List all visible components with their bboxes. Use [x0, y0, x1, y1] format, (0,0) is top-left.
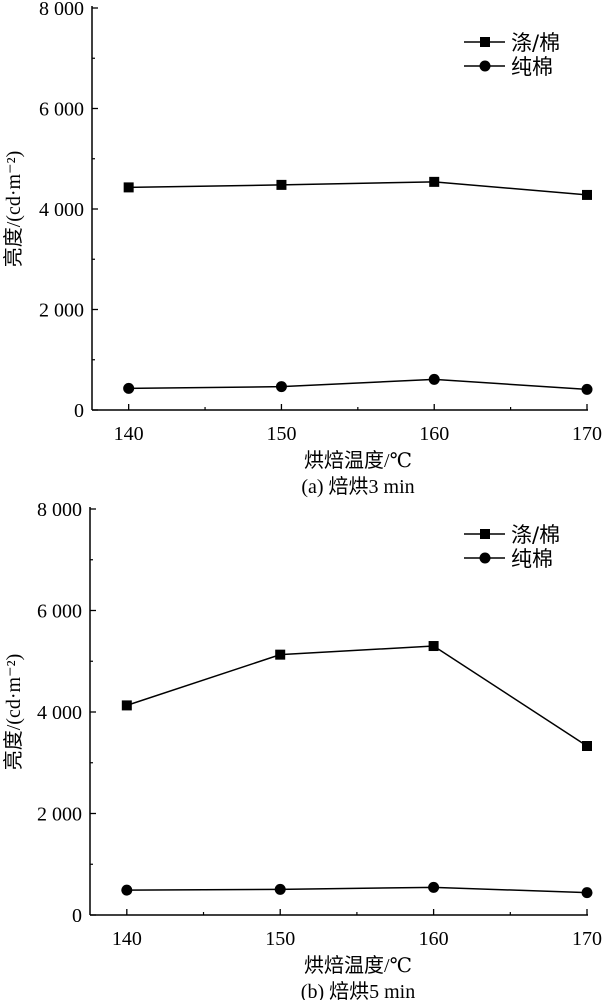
y-tick-label: 8 000: [39, 0, 84, 20]
data-point-circle: [581, 383, 593, 395]
x-axis-label: 烘焙温度/℃: [304, 954, 412, 977]
legend-label: 纯棉: [511, 55, 553, 79]
x-tick-label: 150: [265, 928, 295, 950]
data-point-square: [121, 700, 132, 711]
series-line-1: [126, 886, 588, 894]
y-axis-label: 亮度/(cd·m⁻²): [2, 151, 25, 268]
y-axis-label: 亮度/(cd·m⁻²): [2, 654, 25, 771]
legend-circle-icon: [479, 60, 491, 72]
data-point-circle: [274, 883, 286, 895]
y-tick-label: 4 000: [37, 702, 82, 724]
legend-square-icon: [480, 37, 490, 47]
series-line-0: [128, 181, 588, 196]
data-point-circle: [581, 887, 593, 899]
chart-panel-b: 0 2 000 4 000 6 000 8 000 140 150 160 170 烘焙温度/℃ (…: [2, 499, 602, 1000]
y-tick-label: 0: [72, 905, 82, 927]
data-point-square: [276, 179, 287, 190]
data-point-circle: [123, 382, 135, 394]
data-point-square: [275, 649, 286, 660]
x-tick-label: 170: [572, 928, 602, 950]
chart-caption: (b) 焙烘5 min: [301, 980, 415, 1000]
chart-panel-a: 0 2 000 4 000 6 000 8 000 140 150 160 170 烘焙温度/℃ (…: [2, 0, 602, 498]
series-line-1: [128, 378, 588, 391]
y-tick-label: 6 000: [39, 99, 84, 121]
data-point-square: [582, 741, 592, 752]
y-tick-label: 8 000: [37, 499, 82, 521]
y-tick-label: 6 000: [37, 601, 82, 623]
y-tick-label: 4 000: [39, 199, 84, 221]
data-point-circle: [428, 881, 440, 893]
x-tick-label: 170: [572, 423, 602, 445]
chart-caption: (a) 焙烘3 min: [301, 475, 414, 498]
x-tick-label: 160: [419, 928, 449, 950]
legend-circle-icon: [479, 552, 491, 564]
x-tick-label: 150: [266, 423, 296, 445]
data-point-square: [582, 189, 592, 200]
data-point-square: [428, 641, 439, 652]
data-point-circle: [121, 884, 133, 896]
legend-square-icon: [480, 529, 490, 539]
y-tick-label: 2 000: [39, 300, 84, 322]
series-line-0: [126, 645, 588, 747]
legend-label: 涤/棉: [511, 31, 560, 55]
legend-label: 涤/棉: [511, 523, 560, 547]
data-point-square: [123, 182, 134, 193]
y-tick-label: 2 000: [37, 804, 82, 826]
legend-label: 纯棉: [511, 547, 553, 571]
x-tick-label: 140: [112, 928, 142, 950]
data-point-circle: [275, 381, 287, 393]
x-tick-label: 160: [419, 423, 449, 445]
x-axis-label: 烘焙温度/℃: [304, 449, 412, 472]
data-point-circle: [428, 373, 440, 385]
data-point-square: [429, 176, 440, 187]
y-tick-label: 0: [74, 400, 84, 422]
x-tick-label: 140: [114, 423, 144, 445]
